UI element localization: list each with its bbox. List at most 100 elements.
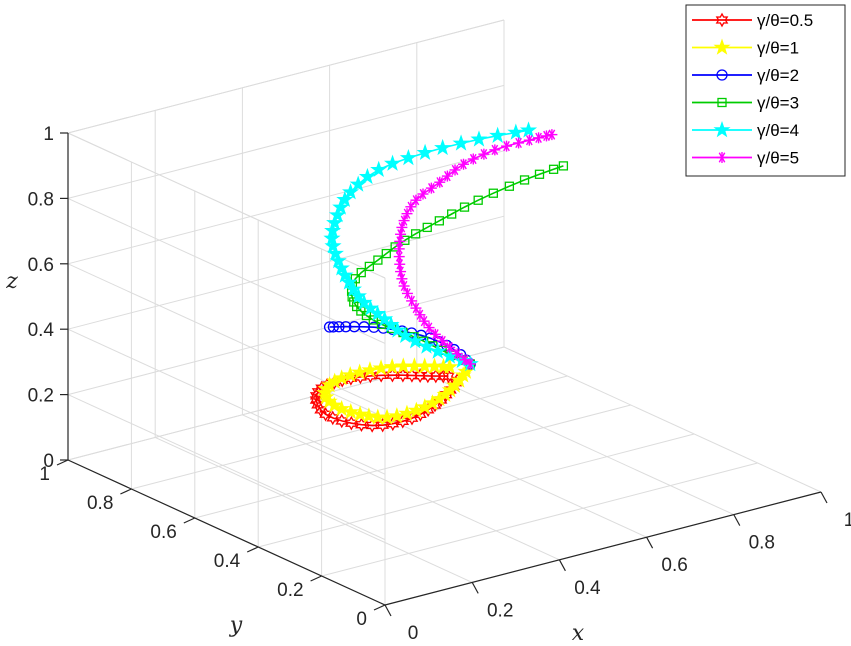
- data-point: [513, 137, 525, 149]
- data-point: [713, 121, 731, 138]
- data-point: [342, 183, 360, 200]
- data-point: [355, 293, 373, 310]
- data-point: [405, 201, 417, 213]
- legend-box: [685, 4, 846, 177]
- data-point: [519, 121, 538, 138]
- data-point: [437, 335, 449, 347]
- y-tick: [183, 517, 196, 524]
- legend-label: γ/θ=0.5: [757, 11, 813, 30]
- grid-line: [503, 346, 822, 493]
- data-point: [423, 322, 435, 334]
- x-tick-label: 0.4: [574, 578, 601, 599]
- data-point: [423, 394, 442, 411]
- data-point: [449, 164, 461, 176]
- grid-line: [67, 197, 386, 344]
- data-point: [451, 348, 463, 360]
- data-point: [410, 194, 422, 206]
- grid-line: [67, 281, 505, 396]
- data-point: [534, 169, 545, 179]
- data-point: [398, 404, 416, 421]
- series-5: [323, 121, 538, 372]
- grid-line: [194, 404, 631, 519]
- data-point: [332, 198, 350, 215]
- data-point: [328, 206, 347, 223]
- data-point: [422, 222, 432, 233]
- x-tick: [471, 582, 479, 594]
- z-tick-label: 0.2: [28, 386, 54, 407]
- data-point: [326, 213, 344, 231]
- data-point: [441, 170, 453, 182]
- z-tick-label: 0.6: [28, 255, 54, 276]
- data-point: [336, 190, 354, 208]
- legend: γ/θ=0.5 γ/θ=1 γ/θ=2 γ/θ=3 γ/θ=4 γ/θ=5: [685, 4, 846, 177]
- series-layer: [309, 121, 569, 433]
- data-point: [459, 354, 471, 366]
- data-point: [546, 129, 558, 141]
- series-4: [346, 161, 569, 369]
- data-point: [716, 152, 728, 163]
- data-point: [713, 38, 731, 55]
- x-axis-line: [384, 491, 822, 606]
- data-point: [336, 266, 354, 283]
- data-point: [467, 153, 479, 165]
- x-tick-label: 0.8: [749, 533, 775, 554]
- legend-entry: γ/θ=4: [692, 121, 799, 140]
- y-tick-label: 0.2: [277, 580, 303, 601]
- y-tick: [373, 604, 386, 611]
- data-point: [399, 148, 417, 166]
- data-point: [417, 337, 436, 354]
- grid-line: [67, 84, 505, 199]
- data-point: [507, 123, 525, 140]
- grid-line: [416, 369, 735, 516]
- data-point: [416, 398, 434, 415]
- x-tick-label: 0: [408, 623, 419, 644]
- grid-line: [67, 328, 386, 475]
- x-tick-label: 0.6: [661, 555, 687, 576]
- data-point: [332, 259, 350, 276]
- data-point: [350, 274, 360, 284]
- data-point: [370, 160, 388, 178]
- grid-line: [242, 414, 560, 561]
- grid-line: [131, 375, 568, 490]
- x-tick: [558, 559, 566, 572]
- y-tick: [310, 575, 322, 582]
- data-point: [349, 287, 367, 304]
- data-point: [441, 358, 459, 375]
- legend-label: γ/θ=3: [757, 94, 799, 113]
- data-point: [458, 158, 470, 170]
- series-line: [350, 165, 564, 365]
- data-point: [478, 148, 490, 160]
- data-point: [429, 342, 447, 359]
- data-point: [349, 297, 359, 307]
- x-tick: [820, 491, 828, 504]
- data-point: [410, 229, 421, 239]
- x-axis-label: x: [572, 621, 585, 646]
- y-tick-label: 0.6: [150, 522, 176, 543]
- x-tick-label: 0.2: [487, 600, 513, 621]
- z-tick-label: 0: [43, 451, 54, 472]
- grid-line: [67, 150, 505, 265]
- grid-line: [258, 433, 695, 548]
- data-point: [434, 216, 444, 226]
- grid-edge: [67, 19, 505, 134]
- z-axis-label: z: [5, 269, 18, 294]
- data-point: [394, 235, 406, 247]
- y-tick-label: 1: [39, 464, 50, 485]
- data-point: [444, 341, 456, 353]
- data-point: [459, 202, 470, 212]
- x-tick: [384, 604, 392, 617]
- grid-line: [67, 215, 505, 330]
- legend-entry: γ/θ=0.5: [692, 11, 813, 30]
- data-point: [401, 287, 413, 299]
- data-point: [372, 359, 390, 376]
- x-tick: [646, 536, 654, 549]
- data-point: [488, 188, 499, 198]
- series-6: [393, 129, 558, 370]
- data-point: [717, 97, 727, 108]
- data-point: [406, 332, 424, 349]
- legend-label: γ/θ=2: [757, 66, 799, 85]
- z-tick-label: 0.4: [28, 320, 55, 341]
- data-point: [434, 138, 452, 156]
- data-point: [407, 401, 425, 418]
- data-point: [381, 248, 391, 259]
